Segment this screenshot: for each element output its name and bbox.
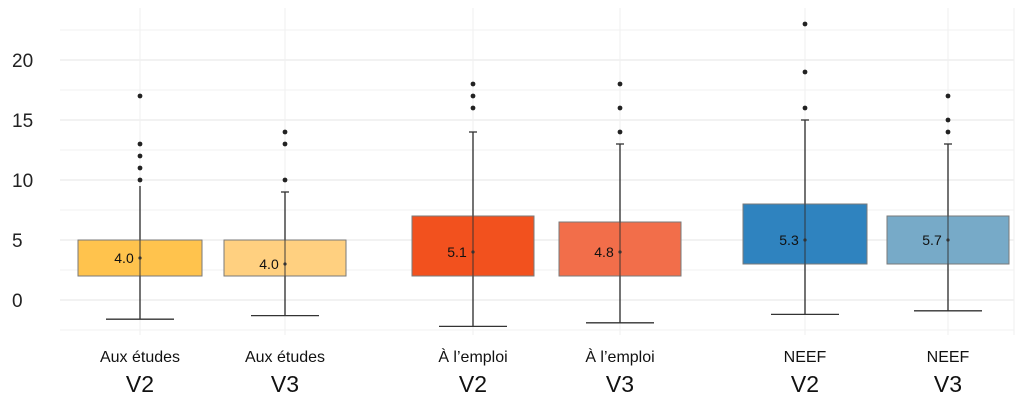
box-value-label: 5.3 [779, 232, 799, 248]
median-marker [946, 238, 950, 242]
outlier-point [945, 93, 951, 99]
median-marker [803, 238, 807, 242]
category-label: À l’emploi [438, 347, 507, 366]
outlier-point [282, 177, 288, 183]
outlier-point [137, 153, 143, 159]
box-value-label: 5.7 [922, 232, 942, 248]
version-label: V2 [126, 371, 154, 396]
y-tick-label: 10 [12, 171, 33, 192]
outlier-point [945, 129, 951, 135]
category-label: Aux études [245, 349, 325, 366]
outlier-point [137, 177, 143, 183]
y-tick-label: 20 [12, 51, 33, 72]
outlier-point [470, 93, 476, 99]
median-marker [283, 262, 287, 266]
box-value-label: 4.0 [259, 256, 279, 272]
median-marker [138, 256, 142, 260]
version-label: V3 [934, 371, 962, 396]
box-group: 4.0 [223, 129, 347, 317]
category-label: Aux études [100, 349, 180, 366]
outlier-point [617, 81, 623, 87]
boxes: 4.0 4.0 5.1 4.8 5.3 5.7 [77, 21, 1010, 328]
box-group: 4.8 [558, 81, 682, 324]
outlier-point [137, 141, 143, 147]
outlier-point [282, 141, 288, 147]
box-group: 5.3 [742, 21, 868, 316]
outlier-point [945, 117, 951, 123]
outlier-point [802, 69, 808, 75]
version-label: V3 [271, 371, 299, 396]
median-marker [471, 250, 475, 254]
outlier-point [802, 105, 808, 111]
outlier-point [137, 93, 143, 99]
outlier-point [617, 105, 623, 111]
box-group: 5.7 [886, 93, 1010, 312]
version-label: V3 [606, 371, 634, 396]
box-value-label: 5.1 [447, 244, 467, 260]
box-value-label: 4.0 [114, 250, 134, 266]
median-marker [618, 250, 622, 254]
box-group: 4.0 [77, 93, 203, 320]
grid-lines [60, 8, 1015, 335]
version-label: V2 [459, 371, 487, 396]
outlier-point [470, 105, 476, 111]
y-tick-label: 5 [12, 231, 23, 252]
y-axis-ticks: 0 5 10 15 20 [12, 51, 33, 312]
box-value-label: 4.8 [594, 244, 614, 260]
outlier-point [137, 165, 143, 171]
outlier-point [617, 129, 623, 135]
version-label: V2 [791, 371, 819, 396]
x-axis-labels: Aux études V2 Aux études V3 À l’emploi V2 À l’… [100, 347, 970, 396]
category-label: NEEF [784, 349, 827, 366]
outlier-point [470, 81, 476, 87]
y-tick-label: 0 [12, 291, 23, 312]
box-group: 5.1 [411, 81, 535, 328]
category-label: À l’emploi [585, 347, 654, 366]
category-label: NEEF [927, 349, 970, 366]
outlier-point [802, 21, 808, 27]
outlier-point [282, 129, 288, 135]
y-tick-label: 15 [12, 111, 33, 132]
